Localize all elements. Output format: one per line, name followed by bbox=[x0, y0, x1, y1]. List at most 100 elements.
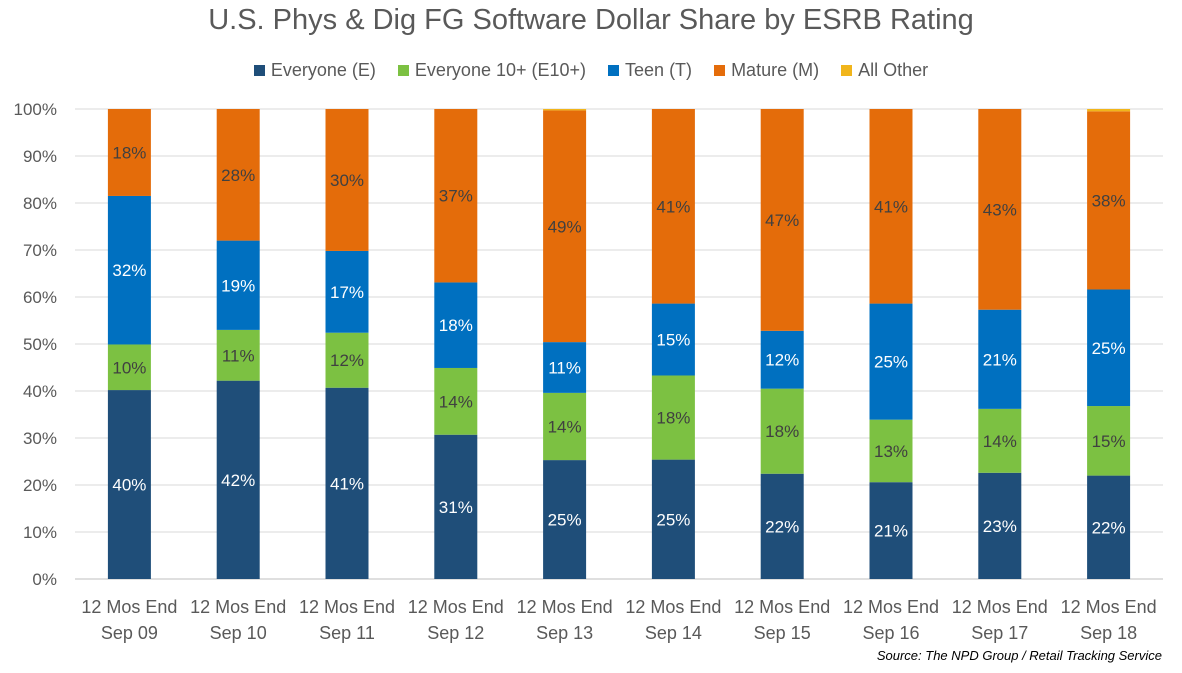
bar-segment-teen bbox=[1087, 289, 1131, 407]
data-label-teen: 21% bbox=[983, 350, 1017, 369]
y-tick-label: 40% bbox=[23, 382, 57, 401]
x-tick-label: Sep 12 bbox=[427, 623, 484, 643]
data-label-mature: 37% bbox=[439, 187, 473, 206]
y-tick-label: 50% bbox=[23, 335, 57, 354]
data-label-teen: 32% bbox=[112, 261, 146, 280]
x-tick-label: 12 Mos End bbox=[190, 597, 286, 617]
data-label-mature: 38% bbox=[1092, 191, 1126, 210]
data-label-e10: 13% bbox=[874, 442, 908, 461]
legend-swatch-mature bbox=[714, 65, 726, 76]
data-label-mature: 43% bbox=[983, 200, 1017, 219]
data-label-teen: 19% bbox=[221, 276, 255, 295]
data-label-e10: 11% bbox=[222, 346, 255, 365]
legend-swatch-other bbox=[841, 65, 853, 76]
bar-segment-other bbox=[543, 109, 587, 111]
x-tick-label: 12 Mos End bbox=[734, 597, 830, 617]
bar-segment-everyone bbox=[325, 387, 369, 579]
data-label-everyone: 25% bbox=[548, 511, 582, 530]
bar-segment-e10 bbox=[325, 332, 369, 388]
data-label-everyone: 41% bbox=[330, 474, 364, 493]
legend-item-mature: Mature (M) bbox=[714, 60, 819, 81]
legend-label-other: All Other bbox=[858, 60, 929, 80]
data-label-mature: 41% bbox=[874, 197, 908, 216]
x-tick-label: 12 Mos End bbox=[1061, 597, 1157, 617]
bar-segment-everyone bbox=[107, 390, 151, 579]
legend-item-teen: Teen (T) bbox=[608, 60, 692, 81]
y-tick-label: 100% bbox=[14, 100, 57, 119]
x-tick-label: 12 Mos End bbox=[517, 597, 613, 617]
data-label-teen: 25% bbox=[1092, 339, 1126, 358]
bar-segment-e10 bbox=[760, 388, 804, 474]
x-tick-label: Sep 13 bbox=[536, 623, 593, 643]
data-label-mature: 47% bbox=[765, 211, 799, 230]
data-label-everyone: 21% bbox=[874, 522, 908, 541]
data-label-teen: 17% bbox=[330, 283, 364, 302]
data-label-e10: 15% bbox=[1092, 432, 1126, 451]
legend-label-everyone: Everyone (E) bbox=[270, 60, 376, 80]
data-label-everyone: 25% bbox=[656, 510, 690, 529]
data-label-e10: 18% bbox=[656, 409, 690, 428]
data-label-e10: 10% bbox=[112, 358, 146, 377]
data-label-everyone: 22% bbox=[1092, 518, 1126, 537]
x-tick-label: Sep 09 bbox=[101, 623, 158, 643]
bar-segment-everyone bbox=[978, 472, 1022, 579]
bar-segment-mature bbox=[1087, 111, 1131, 290]
x-tick-label: 12 Mos End bbox=[625, 597, 721, 617]
legend-item-other: All Other bbox=[841, 60, 928, 81]
bar-segment-teen bbox=[216, 240, 260, 330]
bar-segment-e10 bbox=[651, 375, 695, 460]
x-tick-label: 12 Mos End bbox=[952, 597, 1048, 617]
data-label-everyone: 42% bbox=[221, 471, 255, 490]
x-tick-label: Sep 17 bbox=[971, 623, 1028, 643]
bar-segment-everyone bbox=[1087, 475, 1131, 579]
data-label-teen: 12% bbox=[765, 351, 799, 370]
bar-segment-teen bbox=[760, 330, 804, 389]
x-tick-label: Sep 11 bbox=[319, 623, 375, 643]
x-tick-label: Sep 14 bbox=[645, 623, 702, 643]
x-tick-label: Sep 18 bbox=[1080, 623, 1137, 643]
legend-swatch-e10 bbox=[397, 65, 409, 76]
bar-segment-mature bbox=[978, 109, 1022, 310]
data-label-everyone: 31% bbox=[439, 498, 473, 517]
y-tick-label: 80% bbox=[23, 194, 57, 213]
bar-segment-e10 bbox=[107, 344, 151, 391]
bar-segment-everyone bbox=[760, 473, 804, 579]
bar-segment-teen bbox=[543, 342, 587, 393]
data-label-teen: 15% bbox=[656, 331, 690, 350]
data-label-mature: 30% bbox=[330, 171, 364, 190]
bar-segment-mature bbox=[760, 109, 804, 331]
bar-segment-mature bbox=[107, 109, 151, 196]
legend-swatch-everyone bbox=[253, 65, 265, 76]
y-tick-label: 10% bbox=[23, 523, 57, 542]
legend-label-mature: Mature (M) bbox=[731, 60, 820, 80]
data-label-everyone: 40% bbox=[112, 476, 146, 495]
chart-title: U.S. Phys & Dig FG Software Dollar Share… bbox=[208, 4, 974, 36]
data-label-teen: 18% bbox=[439, 316, 473, 335]
x-tick-label: 12 Mos End bbox=[299, 597, 395, 617]
legend-item-everyone: Everyone (E) bbox=[253, 60, 376, 81]
y-tick-label: 90% bbox=[23, 147, 57, 166]
bar-segment-everyone bbox=[651, 459, 695, 579]
data-label-e10: 18% bbox=[765, 422, 799, 441]
data-label-e10: 14% bbox=[548, 417, 582, 436]
bar-segment-e10 bbox=[1087, 406, 1131, 476]
legend: Everyone (E) Everyone 10+ (E10+) Teen (T) M… bbox=[0, 60, 1182, 81]
y-tick-label: 70% bbox=[23, 241, 57, 260]
data-label-everyone: 22% bbox=[765, 517, 799, 536]
data-label-teen: 11% bbox=[548, 359, 581, 378]
bar-segment-mature bbox=[651, 109, 695, 304]
bar-segment-e10 bbox=[869, 419, 913, 483]
data-label-e10: 14% bbox=[439, 392, 473, 411]
legend-swatch-teen bbox=[608, 65, 620, 76]
bar-segment-mature bbox=[434, 109, 478, 283]
x-tick-label: Sep 10 bbox=[210, 623, 267, 643]
legend-item-e10: Everyone 10+ (E10+) bbox=[397, 60, 586, 81]
data-label-everyone: 23% bbox=[983, 517, 1017, 536]
bar-segment-mature bbox=[869, 109, 913, 304]
bar-segment-other bbox=[1087, 109, 1131, 112]
bar-segment-mature bbox=[543, 110, 587, 343]
data-label-e10: 14% bbox=[983, 432, 1017, 451]
data-label-mature: 41% bbox=[656, 197, 690, 216]
y-tick-label: 20% bbox=[23, 476, 57, 495]
